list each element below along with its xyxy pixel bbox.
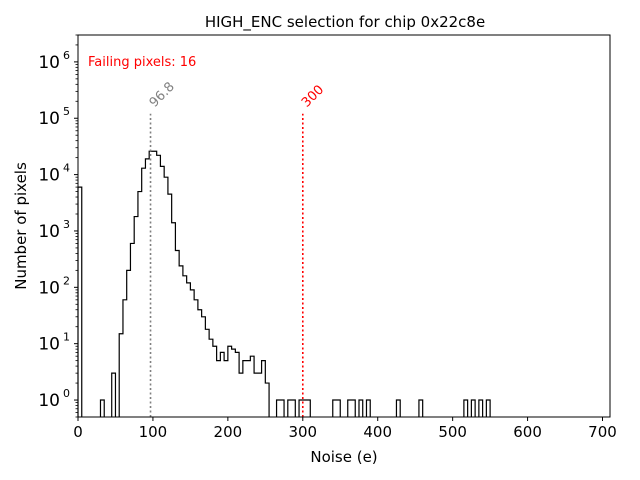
y-tick-label: 10: [38, 391, 60, 411]
histogram-series-line: [77, 150, 491, 417]
y-tick-exponent: 4: [63, 162, 70, 175]
y-axis-label: Number of pixels: [12, 162, 30, 290]
x-tick-label: 400: [363, 423, 392, 441]
x-tick-label: 700: [588, 423, 617, 441]
y-tick-label: 10: [38, 278, 60, 298]
chart-title: HIGH_ENC selection for chip 0x22c8e: [205, 13, 485, 32]
y-tick-exponent: 0: [63, 387, 70, 400]
y-tick-label: 10: [38, 222, 60, 242]
y-tick-label: 10: [38, 166, 60, 186]
x-axis-label: Noise (e): [310, 448, 377, 466]
y-tick-label: 10: [38, 53, 60, 73]
y-tick-exponent: 2: [63, 274, 70, 287]
failing-pixels-annotation: Failing pixels: 16: [88, 55, 196, 70]
x-tick-label: 0: [73, 423, 83, 441]
y-tick-exponent: 5: [63, 105, 70, 118]
x-tick-label: 100: [139, 423, 168, 441]
x-tick-label: 300: [288, 423, 317, 441]
y-tick-exponent: 3: [63, 218, 70, 231]
x-tick-label: 600: [513, 423, 542, 441]
y-tick-label: 10: [38, 335, 60, 355]
y-tick-exponent: 1: [63, 331, 70, 344]
axes-frame: [77, 34, 611, 418]
y-tick-label: 10: [38, 109, 60, 129]
y-tick-exponent: 6: [63, 49, 70, 62]
x-tick-label: 500: [438, 423, 467, 441]
plot-area: [77, 150, 491, 417]
x-axis-ticks: 0 100 200 300 400 500 600 700: [73, 417, 617, 441]
x-tick-label: 200: [214, 423, 243, 441]
